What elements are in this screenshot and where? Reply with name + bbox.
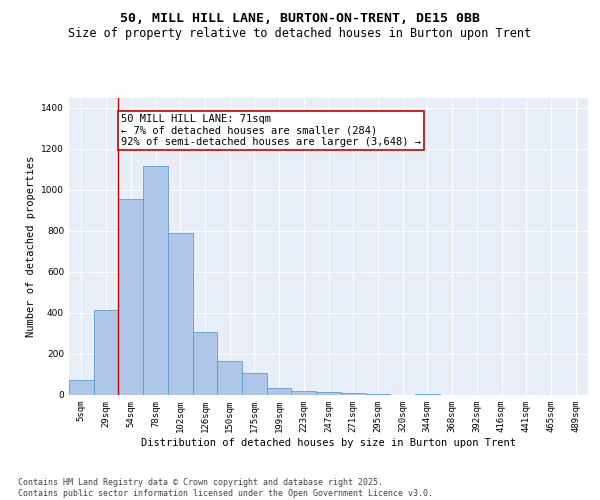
Bar <box>118 199 143 395</box>
Bar <box>267 388 292 395</box>
Text: Contains HM Land Registry data © Crown copyright and database right 2025.
Contai: Contains HM Land Registry data © Crown c… <box>18 478 433 498</box>
Bar <box>292 391 316 395</box>
Text: 50 MILL HILL LANE: 71sqm
← 7% of detached houses are smaller (284)
92% of semi-d: 50 MILL HILL LANE: 71sqm ← 7% of detache… <box>121 114 421 147</box>
Bar <box>143 166 168 395</box>
Bar <box>365 394 390 395</box>
Bar <box>94 310 118 395</box>
Bar <box>316 392 341 395</box>
Text: 50, MILL HILL LANE, BURTON-ON-TRENT, DE15 0BB: 50, MILL HILL LANE, BURTON-ON-TRENT, DE1… <box>120 12 480 26</box>
Bar <box>415 394 440 395</box>
Bar <box>168 233 193 395</box>
Y-axis label: Number of detached properties: Number of detached properties <box>26 156 35 337</box>
Text: Size of property relative to detached houses in Burton upon Trent: Size of property relative to detached ho… <box>68 28 532 40</box>
Bar <box>217 361 242 395</box>
X-axis label: Distribution of detached houses by size in Burton upon Trent: Distribution of detached houses by size … <box>141 438 516 448</box>
Bar <box>242 374 267 395</box>
Bar <box>69 380 94 395</box>
Bar <box>341 393 365 395</box>
Bar <box>193 332 217 395</box>
